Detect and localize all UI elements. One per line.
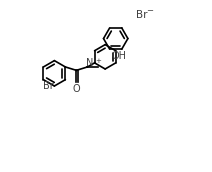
Text: OH: OH bbox=[111, 51, 126, 61]
Text: O: O bbox=[73, 84, 80, 94]
Text: +: + bbox=[95, 58, 101, 64]
Text: Br: Br bbox=[43, 81, 54, 91]
Text: N: N bbox=[86, 58, 94, 68]
Text: Br: Br bbox=[137, 10, 148, 20]
Text: −: − bbox=[146, 6, 153, 15]
